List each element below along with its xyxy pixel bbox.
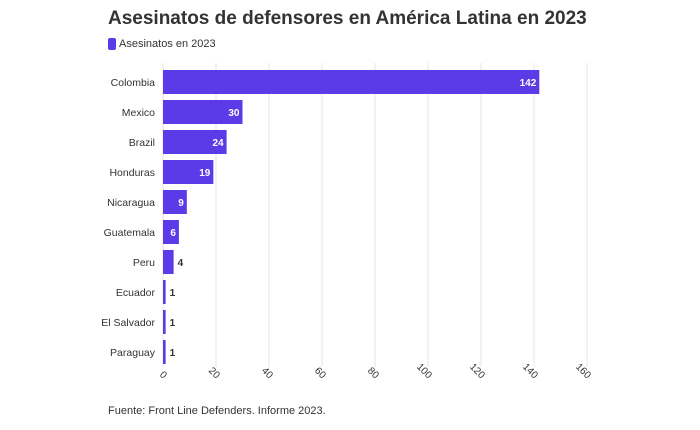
source-note: Fuente: Front Line Defenders. Informe 20… xyxy=(108,405,326,417)
x-tick-label: 0 xyxy=(157,369,169,381)
x-tick-label: 80 xyxy=(365,365,381,381)
bar-value-label: 30 xyxy=(228,108,240,119)
bar-value-label: 1 xyxy=(170,348,176,359)
legend: Asesinatos en 2023 xyxy=(108,38,216,50)
y-category-label: Mexico xyxy=(122,107,155,119)
bar xyxy=(163,310,166,334)
y-category-label: Honduras xyxy=(109,167,155,179)
bar xyxy=(163,250,174,274)
bar xyxy=(163,160,214,184)
x-tick-label: 120 xyxy=(467,362,487,382)
y-category-label: Guatemala xyxy=(104,227,156,239)
x-tick-label: 60 xyxy=(312,365,328,381)
x-tick-label: 100 xyxy=(414,362,434,382)
bar-value-label: 4 xyxy=(178,258,184,269)
y-category-label: Paraguay xyxy=(110,347,156,359)
legend-swatch xyxy=(108,38,116,50)
bar xyxy=(163,280,166,304)
bar xyxy=(163,340,166,364)
x-tick-label: 20 xyxy=(206,365,222,381)
bar xyxy=(163,130,227,154)
bar-value-label: 9 xyxy=(178,198,184,209)
bar-value-label: 1 xyxy=(170,288,176,299)
x-tick-label: 160 xyxy=(573,362,593,382)
bar-value-label: 142 xyxy=(520,78,537,89)
bar xyxy=(163,190,187,214)
bar xyxy=(163,100,243,124)
bar xyxy=(163,70,540,94)
bar-value-label: 1 xyxy=(170,318,176,329)
y-category-label: Colombia xyxy=(111,77,156,89)
bar-value-label: 24 xyxy=(212,138,224,149)
y-category-label: Peru xyxy=(133,257,155,269)
legend-label: Asesinatos en 2023 xyxy=(119,38,216,50)
y-category-label: Ecuador xyxy=(116,287,156,299)
y-category-label: El Salvador xyxy=(101,317,155,329)
bar xyxy=(163,220,179,244)
y-category-label: Nicaragua xyxy=(107,197,155,209)
y-category-label: Brazil xyxy=(129,137,155,149)
bar-value-label: 19 xyxy=(199,168,211,179)
bar-value-label: 6 xyxy=(170,228,176,239)
x-tick-label: 40 xyxy=(259,365,275,381)
x-tick-label: 140 xyxy=(520,362,540,382)
chart-title: Asesinatos de defensores en América Lati… xyxy=(108,8,587,29)
